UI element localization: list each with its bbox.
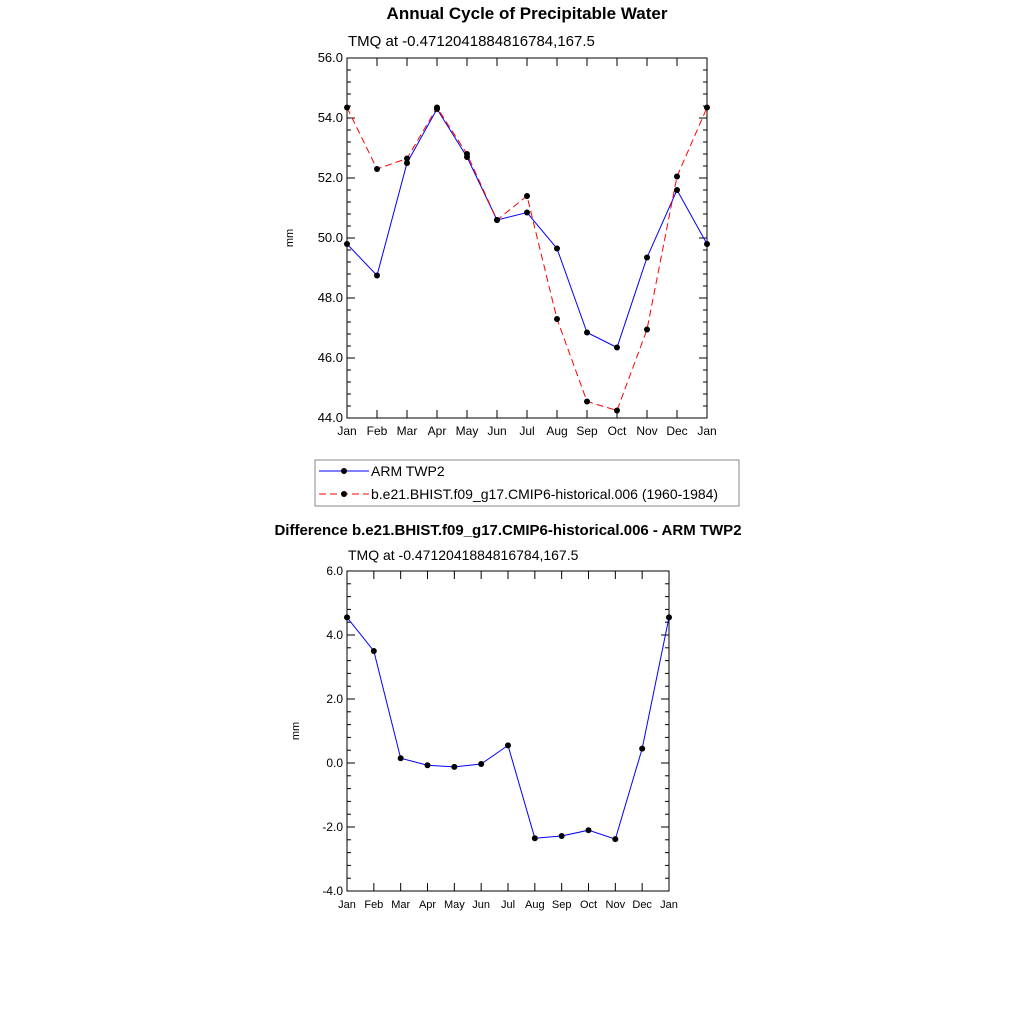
chart1-series-1-point <box>344 104 350 111</box>
chart1-ylabel: mm <box>284 229 296 247</box>
chart2-series-0-point <box>397 755 404 762</box>
chart2-xtick-label: Mar <box>391 899 410 911</box>
chart2-series-0-point <box>531 835 538 842</box>
chart1-series-1-point <box>494 217 500 223</box>
chart1-series-0-point <box>584 329 590 336</box>
chart2-series-0-point <box>558 832 565 839</box>
chart2-xtick-label: Apr <box>419 899 436 911</box>
chart1-series-0-point <box>674 187 680 193</box>
chart2-ytick-label: -4.0 <box>322 884 343 898</box>
chart1-xtick-label: Nov <box>636 424 657 438</box>
chart2-ylabel: mm <box>290 722 302 740</box>
chart2-xtick-label: Jan <box>660 899 678 911</box>
chart1-ytick-label: 44.0 <box>318 410 343 425</box>
chart1-xtick-label: Jan <box>337 424 356 438</box>
chart1-series-1-point <box>404 155 410 162</box>
legend-marker-model <box>341 491 347 497</box>
chart2-plot: -4.0 -2.0 0.0 2.0 4.0 6.0 Jan Feb Mar Apr May Jun Ju… <box>322 564 678 911</box>
chart1-series-1-point <box>674 173 680 180</box>
chart2-xtick-label: Jul <box>501 899 515 911</box>
chart2-xtick-label: Sep <box>552 899 572 911</box>
chart2-ytick-label: 2.0 <box>326 692 343 706</box>
chart1-series-1-point <box>704 104 710 111</box>
chart1-xtick-label: Mar <box>397 424 418 438</box>
chart1-series-line-1 <box>346 106 708 412</box>
chart2-xtick-label: Oct <box>580 899 597 911</box>
chart2-subtitle: TMQ at -0.4712041884816784,167.5 <box>348 547 579 563</box>
chart2-series-line-0 <box>346 617 670 840</box>
chart1-series-1-point <box>524 193 530 199</box>
chart1-ytick-label: 52.0 <box>318 170 343 185</box>
chart1-series-1-point <box>434 104 440 111</box>
chart1-xtick-label: Jul <box>519 424 534 438</box>
chart1-series-0-point <box>614 344 620 351</box>
chart1-plot: 44.0 46.0 48.0 50.0 52.0 54.0 56.0 Jan Feb Mar Apr… <box>318 50 717 438</box>
chart2-xtick-label: Nov <box>606 899 626 911</box>
chart1-series-line-0 <box>346 108 708 349</box>
chart2-ytick-label: -2.0 <box>322 820 343 834</box>
legend: ARM TWP2 b.e21.BHIST.f09_g17.CMIP6-histo… <box>314 459 740 507</box>
chart2-title: Difference b.e21.BHIST.f09_g17.CMIP6-his… <box>274 522 741 539</box>
chart1-xtick-label: Aug <box>546 424 567 438</box>
chart1-xtick-label: Apr <box>428 424 447 438</box>
chart1-xtick-label: Jun <box>487 424 506 438</box>
chart1-xtick-label: Jan <box>697 424 716 438</box>
legend-label-model: b.e21.BHIST.f09_g17.CMIP6-historical.006… <box>371 486 718 502</box>
chart2-xtick-label: Jan <box>338 899 356 911</box>
chart1-title: Annual Cycle of Precipitable Water <box>387 4 668 23</box>
chart1-series-0-point <box>644 254 650 261</box>
chart1-frame <box>346 57 708 419</box>
chart2-frame <box>346 570 670 892</box>
chart1-series-1-point <box>584 398 590 405</box>
chart1-xtick-label: Dec <box>666 424 687 438</box>
chart2-xtick-label: May <box>444 899 465 911</box>
chart1-series-1-point <box>554 316 560 322</box>
legend-box <box>314 459 740 507</box>
chart1-series-0-point <box>704 241 710 247</box>
chart2-series-0-point <box>612 836 619 843</box>
chart1-ytick-label: 50.0 <box>318 230 343 245</box>
chart2-series-0-point <box>666 614 672 621</box>
chart2-series-0-point <box>451 763 458 770</box>
chart2-series-0-point <box>505 742 511 749</box>
chart1-ytick-label: 46.0 <box>318 350 343 365</box>
chart2-ytick-label: 0.0 <box>326 756 343 770</box>
chart2-series-0-point <box>370 648 377 654</box>
chart2-series-0-point <box>585 827 592 834</box>
chart1-series-1-point <box>464 151 470 157</box>
chart1-xtick-label: Feb <box>367 424 388 438</box>
chart1-xtick-label: Sep <box>576 424 598 438</box>
chart1-xtick-label: Oct <box>608 424 627 438</box>
chart1-series-0-point <box>374 272 380 279</box>
chart1-ytick-label: 48.0 <box>318 290 343 305</box>
chart1-series-0-point <box>524 209 530 216</box>
chart1-series-0-point <box>404 160 410 166</box>
chart1-series-0-point <box>344 241 350 247</box>
chart2-xtick-label: Jun <box>472 899 490 911</box>
chart2-ytick-label: 4.0 <box>326 628 343 642</box>
chart1-series-1-point <box>644 326 650 333</box>
chart2-xtick-label: Aug <box>525 899 545 911</box>
chart2-series-0-point <box>639 745 646 752</box>
chart1-series-0-point <box>554 245 560 252</box>
chart2-ytick-label: 6.0 <box>326 564 343 578</box>
chart2-series-0-point <box>424 762 431 769</box>
chart1-series-1-point <box>374 166 380 172</box>
chart1-xtick-label: May <box>456 424 479 438</box>
chart2-series-0-point <box>344 614 350 621</box>
chart2-xtick-label: Feb <box>364 899 383 911</box>
chart2-series-0-point <box>478 760 485 767</box>
chart1-subtitle: TMQ at -0.4712041884816784,167.5 <box>348 33 595 50</box>
chart1-series-1-point <box>614 407 620 414</box>
chart1-ytick-label: 56.0 <box>318 50 343 65</box>
chart1-ytick-label: 54.0 <box>318 110 343 125</box>
legend-label-arm: ARM TWP2 <box>371 463 445 479</box>
chart2-xtick-label: Dec <box>632 899 652 911</box>
legend-marker-arm <box>341 468 347 474</box>
